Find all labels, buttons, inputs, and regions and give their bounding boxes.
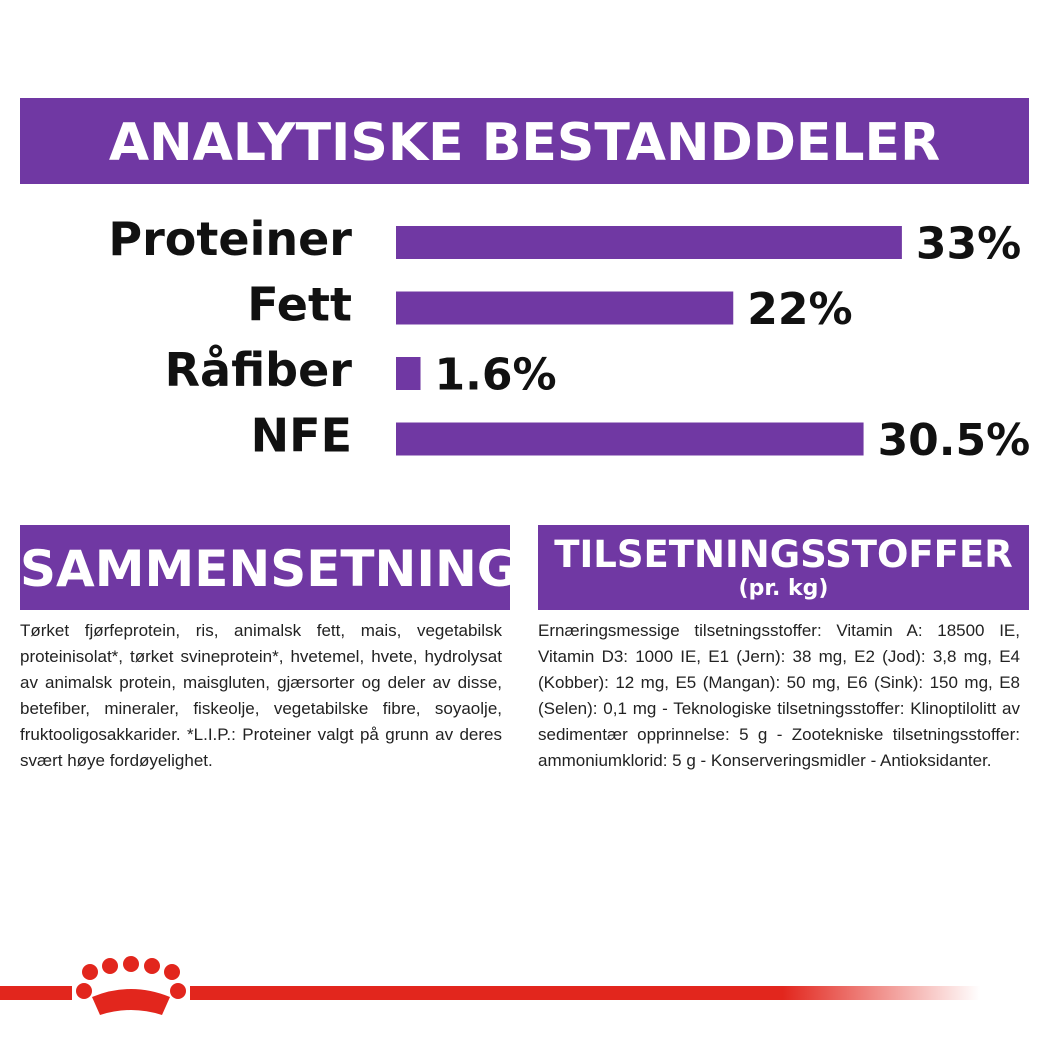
additives-text: Ernæringsmessige tilsetningsstoffer: Vit… — [538, 621, 1020, 770]
bar — [396, 291, 734, 325]
category-label: Råfiber — [165, 343, 353, 397]
additives-title: TILSETNINGSSTOFFER — [554, 533, 1013, 576]
additives-band: TILSETNINGSSTOFFER (pr. kg) — [538, 525, 1029, 610]
composition-text: Tørket fjørfeprotein, ris, animalsk fett… — [20, 621, 502, 770]
header-band: ANALYTISKE BESTANDDELER — [20, 98, 1029, 184]
bar — [396, 422, 864, 456]
value-label: 30.5% — [878, 415, 1031, 466]
bar — [396, 357, 421, 390]
value-label: 1.6% — [435, 350, 557, 401]
category-label: Fett — [247, 278, 352, 332]
value-label: 22% — [747, 284, 852, 335]
category-label: NFE — [251, 409, 352, 463]
bar — [396, 226, 902, 259]
header-title: ANALYTISKE BESTANDDELER — [108, 113, 941, 173]
composition-title: SAMMENSETNING — [20, 540, 518, 598]
composition-band: SAMMENSETNING — [20, 525, 518, 610]
value-label: 33% — [916, 219, 1021, 270]
category-label: Proteiner — [108, 212, 352, 266]
footer-logo — [0, 956, 980, 1015]
chart: Proteiner 33% Fett 22% Råfiber 1.6% NFE 30.5% — [108, 212, 1031, 466]
additives-subtitle: (pr. kg) — [738, 576, 829, 601]
